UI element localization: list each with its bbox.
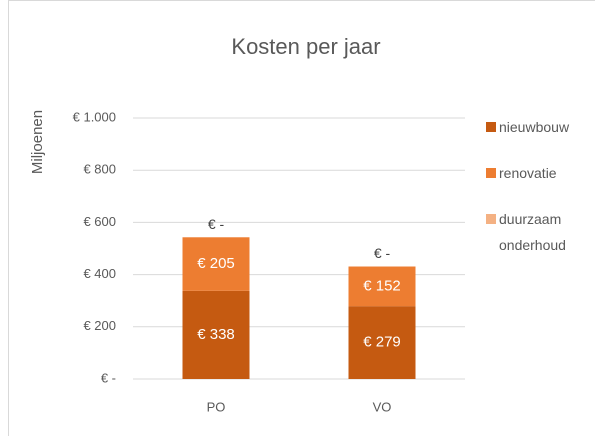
legend-label: duurzaam onderhoud	[499, 211, 566, 253]
legend-swatch	[486, 214, 496, 224]
bar-segment	[348, 266, 416, 307]
legend-item: nieuwbouw	[486, 114, 594, 140]
y-tick-label: € 400	[83, 266, 116, 281]
x-tick-label: VO	[373, 399, 392, 414]
legend-label: nieuwbouw	[499, 119, 570, 135]
legend-swatch	[486, 168, 496, 178]
chart-title: Kosten per jaar	[231, 34, 380, 59]
y-tick-label: € 1.000	[73, 109, 116, 124]
y-tick-label: € -	[101, 370, 116, 385]
data-label: € 338	[197, 326, 235, 343]
y-tick-label: € 200	[83, 318, 116, 333]
bar-segment	[348, 306, 416, 379]
legend-label: renovatie	[499, 165, 557, 181]
data-label: € 152	[363, 277, 401, 294]
bar-segment	[182, 290, 250, 379]
data-label: € 205	[197, 255, 235, 272]
chart-frame	[8, 0, 595, 436]
bar-segment	[182, 237, 250, 291]
y-tick-label: € 600	[83, 214, 116, 229]
legend-item: duurzaam onderhoud	[486, 206, 594, 258]
data-label: € -	[374, 245, 391, 261]
data-label: € -	[208, 216, 225, 232]
x-tick-label: PO	[207, 399, 226, 414]
y-tick-label: € 800	[83, 162, 116, 177]
legend-swatch	[486, 122, 496, 132]
legend: nieuwbouw renovatie duurzaam onderhoud	[486, 114, 594, 278]
data-label: € 279	[363, 334, 401, 351]
y-axis-title: Miljoenen	[29, 110, 46, 174]
legend-item: renovatie	[486, 160, 594, 186]
